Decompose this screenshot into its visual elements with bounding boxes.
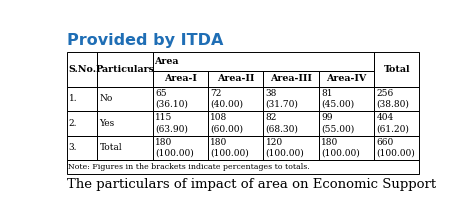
Bar: [66, 52, 97, 87]
Bar: [97, 52, 153, 87]
Bar: [153, 136, 208, 160]
Text: Area-III: Area-III: [270, 75, 312, 83]
Text: Total: Total: [100, 143, 122, 152]
Bar: [319, 136, 374, 160]
Bar: [97, 111, 153, 136]
Text: 82
(68.30): 82 (68.30): [265, 113, 299, 133]
Bar: [208, 87, 264, 111]
Bar: [374, 136, 419, 160]
Text: 660
(100.00): 660 (100.00): [376, 138, 415, 158]
Text: S.No.: S.No.: [68, 65, 96, 74]
Text: 115
(63.90): 115 (63.90): [155, 113, 188, 133]
Bar: [66, 160, 419, 174]
Bar: [97, 136, 153, 160]
Bar: [319, 111, 374, 136]
Text: 256
(38.80): 256 (38.80): [376, 89, 409, 109]
Bar: [66, 111, 97, 136]
Bar: [153, 52, 374, 71]
Text: 180
(100.00): 180 (100.00): [321, 138, 360, 158]
Bar: [374, 87, 419, 111]
Text: 3.: 3.: [69, 143, 77, 152]
Text: 180
(100.00): 180 (100.00): [210, 138, 249, 158]
Text: 120
(100.00): 120 (100.00): [265, 138, 304, 158]
Text: Area-I: Area-I: [164, 75, 197, 83]
Text: 72
(40.00): 72 (40.00): [210, 89, 243, 109]
Bar: [264, 87, 319, 111]
Text: Provided by ITDA: Provided by ITDA: [66, 33, 223, 48]
Text: Area-IV: Area-IV: [326, 75, 366, 83]
Bar: [208, 71, 264, 87]
Text: The particulars of impact of area on Economic Support: The particulars of impact of area on Eco…: [66, 178, 436, 191]
Bar: [153, 87, 208, 111]
Bar: [208, 136, 264, 160]
Text: 38
(31.70): 38 (31.70): [265, 89, 299, 109]
Text: Area: Area: [155, 57, 179, 66]
Bar: [374, 111, 419, 136]
Bar: [374, 52, 419, 87]
Bar: [319, 87, 374, 111]
Text: 404
(61.20): 404 (61.20): [376, 113, 409, 133]
Text: Total: Total: [383, 65, 410, 74]
Text: No: No: [100, 94, 113, 103]
Bar: [153, 111, 208, 136]
Bar: [319, 71, 374, 87]
Text: Area-II: Area-II: [217, 75, 255, 83]
Bar: [264, 71, 319, 87]
Text: 81
(45.00): 81 (45.00): [321, 89, 354, 109]
Text: 108
(60.00): 108 (60.00): [210, 113, 243, 133]
Text: Particulars: Particulars: [96, 65, 155, 74]
Bar: [153, 71, 208, 87]
Text: 65
(36.10): 65 (36.10): [155, 89, 188, 109]
Text: Yes: Yes: [100, 119, 115, 128]
Bar: [66, 87, 97, 111]
Text: Note: Figures in the brackets indicate percentages to totals.: Note: Figures in the brackets indicate p…: [68, 163, 310, 171]
Text: 1.: 1.: [69, 94, 77, 103]
Text: 99
(55.00): 99 (55.00): [321, 113, 354, 133]
Bar: [264, 136, 319, 160]
Bar: [208, 111, 264, 136]
Text: 180
(100.00): 180 (100.00): [155, 138, 194, 158]
Bar: [66, 136, 97, 160]
Text: 2.: 2.: [69, 119, 77, 128]
Bar: [97, 87, 153, 111]
Bar: [264, 111, 319, 136]
